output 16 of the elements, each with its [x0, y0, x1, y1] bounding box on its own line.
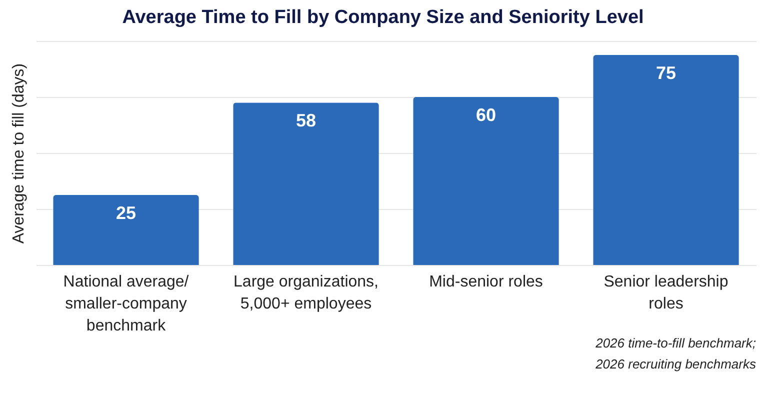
bar	[53, 195, 199, 265]
bar	[233, 102, 379, 265]
data-label: 60	[476, 105, 496, 125]
x-tick-label: Mid-senior roles	[429, 274, 543, 290]
x-tick-label: Large organizations, 5,000+ employees	[234, 274, 378, 312]
x-tick-label: National average/ smaller-company benchmark	[63, 274, 190, 334]
y-axis-title: Average time to fill (days)	[10, 63, 28, 244]
bar	[593, 55, 739, 265]
data-label: 75	[656, 63, 676, 83]
text: 2026 time-to-fill benchmark;	[594, 336, 756, 350]
chart-title: Average Time to Fill by Company Size and Seniority Level	[122, 7, 644, 28]
data-label: 58	[296, 110, 316, 131]
bar	[413, 97, 559, 265]
data-label: 25	[116, 203, 136, 223]
text: 2026 recruiting benchmarks	[594, 356, 756, 372]
x-tick-label: Senior leadership roles	[604, 274, 728, 312]
